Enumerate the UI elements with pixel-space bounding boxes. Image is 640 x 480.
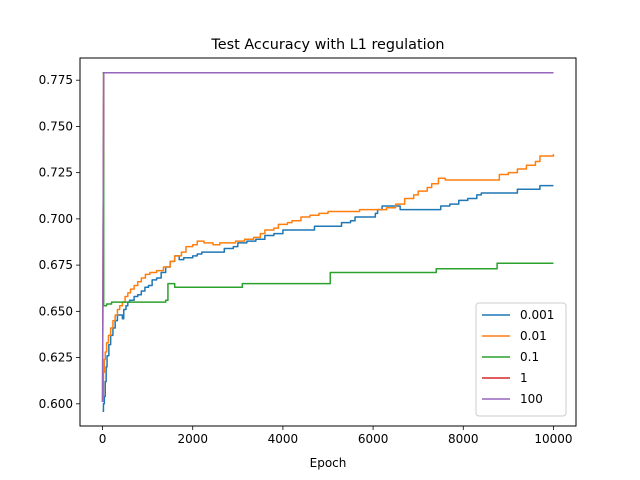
y-tick-label: 0.650 — [39, 304, 73, 318]
y-axis: 0.600 0.625 0.650 0.675 0.700 0.725 0.750 0.775 — [39, 73, 80, 411]
series-line-0-01 — [102, 154, 555, 398]
series-line-100 — [101, 72, 554, 402]
y-tick-label: 0.675 — [39, 258, 73, 272]
x-tick-label: 8000 — [448, 432, 479, 446]
legend: 0.001 0.01 0.1 1 100 — [475, 302, 567, 417]
plot-frame — [79, 57, 577, 427]
y-tick-label: 0.700 — [39, 212, 73, 226]
x-tick-label: 4000 — [268, 432, 299, 446]
x-axis-label: Epoch — [310, 456, 347, 470]
legend-frame — [475, 302, 567, 417]
legend-label: 0.01 — [520, 329, 547, 343]
legend-label: 1 — [520, 371, 528, 385]
legend-label: 0.1 — [520, 350, 539, 364]
series-layer — [101, 72, 555, 412]
series-line-0-1 — [102, 72, 554, 307]
y-tick-label: 0.725 — [39, 166, 73, 180]
y-tick-label: 0.625 — [39, 351, 73, 365]
x-axis: 0 2000 4000 6000 8000 10000 — [99, 426, 573, 446]
chart-title: Test Accuracy with L1 regulation — [210, 37, 444, 53]
x-tick-label: 6000 — [358, 432, 389, 446]
legend-label: 0.001 — [520, 308, 554, 322]
y-tick-label: 0.775 — [39, 73, 73, 87]
y-tick-label: 0.750 — [39, 119, 73, 133]
x-tick-label: 2000 — [177, 432, 208, 446]
y-tick-label: 0.600 — [39, 397, 73, 411]
legend-label: 100 — [520, 392, 543, 406]
x-tick-label: 10000 — [534, 432, 572, 446]
x-tick-label: 0 — [99, 432, 107, 446]
